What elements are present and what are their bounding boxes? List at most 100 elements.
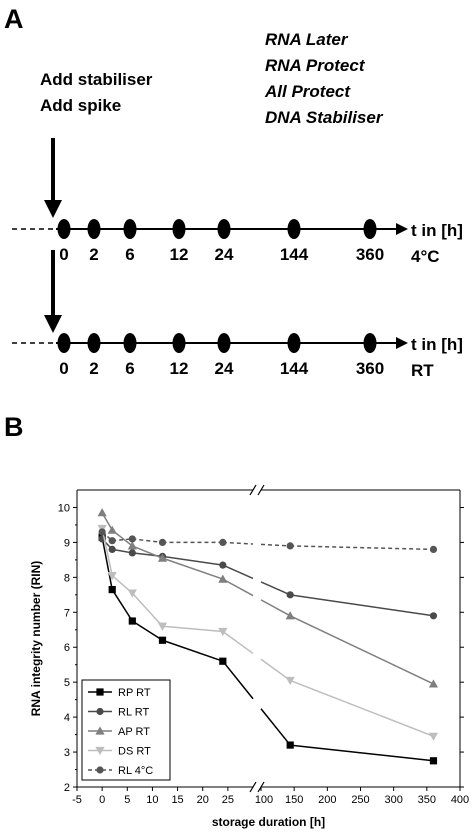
timepoint-label: 24 bbox=[215, 359, 234, 378]
data-point bbox=[108, 585, 116, 594]
series-line-segment bbox=[260, 658, 291, 682]
series-line-segment bbox=[290, 594, 434, 617]
data-point bbox=[286, 591, 294, 599]
panel-b-letter: B bbox=[4, 412, 24, 442]
series-line-segment bbox=[131, 620, 163, 641]
data-point bbox=[428, 679, 439, 688]
data-point bbox=[128, 617, 136, 625]
timelines: 0 2 6 12 24 144 360 t in [h] 4°C 0 2 6 12 24 144 360 t i… bbox=[12, 219, 463, 380]
timepoint-label: 144 bbox=[280, 359, 309, 378]
down-arrow-bottom bbox=[44, 250, 62, 333]
data-point bbox=[96, 688, 104, 696]
timepoint-dot bbox=[87, 333, 101, 353]
x-axis-title: storage duration [h] bbox=[212, 815, 325, 829]
y-tick-label: 8 bbox=[64, 572, 70, 584]
timepoint-dot bbox=[363, 333, 377, 353]
data-point bbox=[286, 542, 294, 550]
series-line-segment bbox=[260, 708, 291, 746]
data-point bbox=[107, 572, 117, 581]
series-rl-rt bbox=[98, 535, 438, 620]
axis-break-mark bbox=[249, 781, 257, 793]
series-rl-4-c bbox=[98, 528, 438, 554]
timepoint-dot bbox=[172, 333, 186, 353]
series-line-segment bbox=[289, 615, 434, 685]
series-line-segment bbox=[260, 581, 291, 596]
x-tick-label: 200 bbox=[318, 794, 336, 806]
timepoint-dot bbox=[87, 219, 101, 239]
timepoint-label: 144 bbox=[280, 245, 309, 264]
timeline-0: 0 2 6 12 24 144 360 t in [h] 4°C bbox=[12, 219, 463, 266]
series-line-segment bbox=[162, 555, 223, 566]
data-point bbox=[128, 549, 136, 557]
timepoint-dot bbox=[217, 219, 231, 239]
series-line-segment bbox=[162, 557, 224, 580]
series-line-segment bbox=[222, 541, 254, 545]
y-tick-label: 2 bbox=[64, 782, 70, 794]
data-point bbox=[128, 535, 136, 543]
timepoint-dot bbox=[217, 333, 231, 353]
y-tick-label: 5 bbox=[64, 677, 70, 689]
timepoint-dot bbox=[172, 219, 186, 239]
series-line-segment bbox=[162, 639, 224, 662]
series-line-segment bbox=[222, 578, 254, 597]
timeline-condition-label: 4°C bbox=[411, 247, 440, 266]
timepoint-label: 0 bbox=[59, 245, 68, 264]
series-line-segment bbox=[132, 545, 163, 559]
series-line-segment bbox=[289, 679, 434, 738]
timeline-arrowhead bbox=[396, 223, 408, 235]
data-point bbox=[219, 538, 227, 547]
data-point bbox=[96, 707, 104, 716]
axis-break-mark bbox=[257, 484, 265, 496]
legend-box bbox=[81, 679, 171, 781]
data-point bbox=[95, 746, 105, 756]
timeline-1: 0 2 6 12 24 144 360 t in [h] RT bbox=[12, 333, 463, 380]
x-tick-label: 300 bbox=[384, 794, 402, 806]
data-point bbox=[218, 627, 228, 637]
timeline-arrowhead bbox=[396, 337, 408, 349]
action-add-spike: Add spike bbox=[40, 96, 121, 115]
data-point bbox=[157, 622, 168, 631]
data-point bbox=[95, 726, 105, 735]
data-point bbox=[108, 545, 116, 554]
data-point bbox=[429, 545, 438, 554]
timepoint-dot bbox=[287, 219, 301, 239]
timepoint-dot bbox=[123, 219, 137, 239]
timepoint-label: 12 bbox=[170, 245, 189, 264]
timepoint-label: 24 bbox=[215, 245, 234, 264]
panel-a-letter: A bbox=[4, 4, 24, 34]
x-tick-label: 350 bbox=[418, 794, 436, 806]
legend-label: RL 4°C bbox=[118, 765, 153, 777]
y-tick-label: 6 bbox=[64, 642, 70, 654]
timepoint-dot bbox=[57, 333, 71, 353]
legend-label: RL RT bbox=[118, 707, 149, 719]
axis-break-mark bbox=[249, 484, 257, 496]
down-arrow-top bbox=[44, 138, 62, 218]
y-tick-label: 7 bbox=[64, 607, 70, 619]
x-tick-label: 150 bbox=[285, 794, 303, 806]
data-point bbox=[285, 611, 295, 620]
timepoint-label: 6 bbox=[125, 359, 134, 378]
legend-label: AP RT bbox=[118, 726, 150, 738]
series-line-segment bbox=[260, 543, 291, 547]
timepoint-label: 360 bbox=[356, 245, 384, 264]
data-point bbox=[428, 732, 439, 741]
series-line-segment bbox=[222, 630, 254, 655]
x-tick-label: 400 bbox=[451, 794, 469, 806]
data-point bbox=[107, 525, 117, 534]
data-point bbox=[127, 589, 137, 598]
timeline-condition-label: RT bbox=[411, 361, 434, 380]
x-tick-label: 10 bbox=[146, 794, 158, 806]
series-line-segment bbox=[260, 599, 291, 617]
data-point bbox=[158, 636, 167, 644]
series-line-segment bbox=[101, 537, 113, 590]
y-tick-label: 9 bbox=[64, 537, 70, 549]
series-line-segment bbox=[290, 545, 434, 551]
data-point bbox=[96, 766, 104, 774]
data-point bbox=[158, 538, 167, 547]
x-tick-label: 20 bbox=[197, 794, 209, 806]
stabiliser-all-protect: All Protect bbox=[264, 82, 351, 101]
series-line-segment bbox=[111, 589, 133, 622]
x-tick-label: 100 bbox=[255, 794, 273, 806]
timeline-axis-label: t in [h] bbox=[411, 221, 463, 240]
